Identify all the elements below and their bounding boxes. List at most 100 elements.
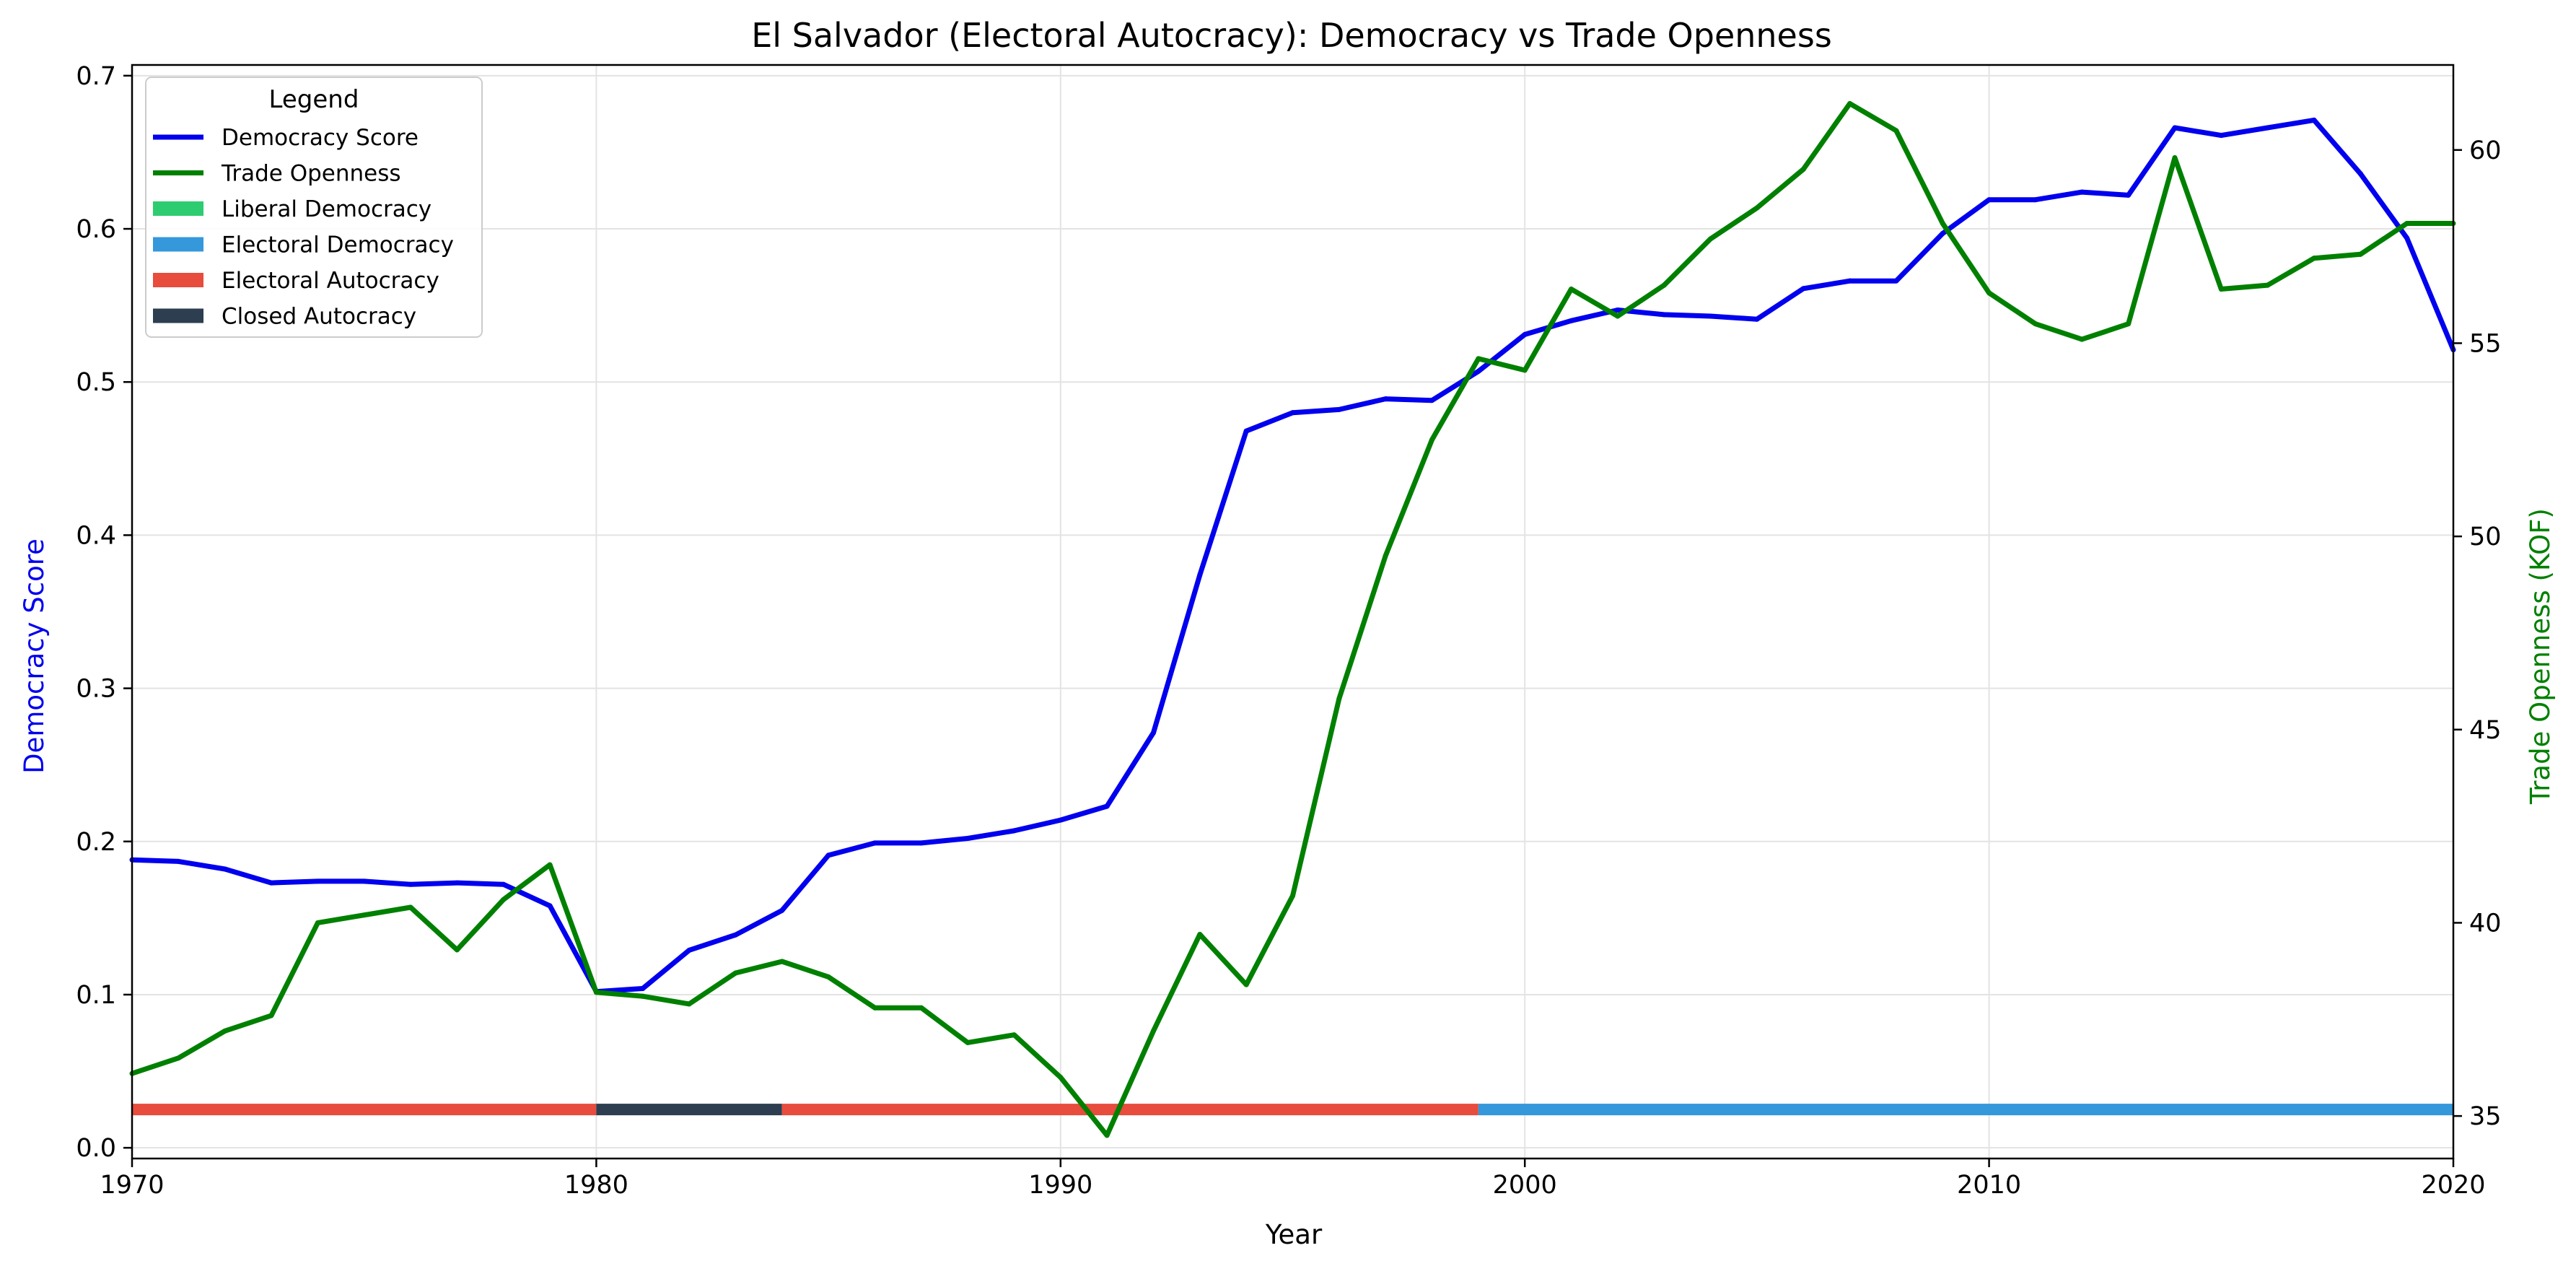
data-point [1986, 290, 1992, 296]
chart-title: El Salvador (Electoral Autocracy): Democ… [751, 16, 1832, 55]
data-point [2404, 235, 2410, 241]
legend-title: Legend [269, 85, 359, 114]
data-point [1104, 803, 1110, 809]
y-left-tick-label: 0.5 [76, 368, 116, 397]
data-point [315, 920, 320, 925]
data-point [825, 852, 831, 858]
data-point [547, 903, 553, 909]
data-point [362, 912, 367, 918]
y-right-tick-label: 35 [2469, 1102, 2502, 1131]
data-point [315, 878, 320, 884]
y-axis-right-label: Trade Openness (KOF) [2525, 508, 2556, 805]
regime-band [781, 1104, 1478, 1116]
data-point [268, 1013, 274, 1018]
x-tick-label: 2010 [1957, 1171, 2021, 1200]
data-point [593, 990, 599, 995]
data-point [1754, 205, 1760, 211]
regime-band [596, 1104, 782, 1116]
y-left-tick-label: 0.1 [76, 981, 116, 1010]
legend-label: Electoral Democracy [222, 232, 454, 258]
data-point [640, 985, 646, 991]
y-left-tick-label: 0.7 [76, 62, 116, 91]
plot-frame [131, 64, 2455, 1160]
data-point [965, 1039, 971, 1045]
x-axis: 1970 1980 1990 2000 2010 2020 [100, 1159, 2486, 1200]
y-axis-left: 0.0 0.1 0.2 0.3 0.4 0.5 0.6 0.7 [76, 62, 132, 1163]
data-point [1336, 406, 1342, 412]
data-point [222, 1028, 228, 1034]
data-point [1243, 982, 1249, 987]
data-point [2172, 125, 2178, 131]
data-point [222, 866, 228, 872]
data-point [1754, 316, 1760, 322]
data-point [2265, 125, 2271, 131]
data-point [965, 836, 971, 842]
data-point [2218, 133, 2224, 139]
data-point [779, 959, 785, 964]
data-point [1290, 410, 1295, 416]
series-layer [129, 101, 2456, 1138]
data-point [1476, 368, 1481, 374]
data-point [268, 880, 274, 886]
data-point [362, 878, 367, 884]
data-point [1197, 572, 1203, 578]
data-point [2079, 189, 2085, 195]
data-point [2126, 321, 2132, 327]
y-left-tick-label: 0.3 [76, 675, 116, 704]
data-point [1104, 1133, 1110, 1138]
data-point [454, 947, 460, 953]
y-right-tick-label: 60 [2469, 136, 2502, 165]
data-point [640, 993, 646, 999]
data-point [2172, 154, 2178, 160]
data-point [2357, 251, 2363, 257]
data-point [1429, 437, 1435, 442]
data-point [1847, 278, 1853, 284]
y-right-tick-label: 40 [2469, 909, 2502, 938]
data-point [408, 904, 413, 910]
data-point [2311, 256, 2317, 261]
data-point [732, 970, 738, 976]
data-point [686, 1001, 692, 1007]
data-point [919, 840, 924, 846]
data-point [1290, 893, 1295, 899]
data-point [1615, 313, 1621, 319]
data-point [1058, 1075, 1064, 1081]
legend-label: Democracy Score [222, 125, 419, 151]
data-point [2033, 197, 2038, 203]
data-point [547, 862, 553, 868]
data-point [1150, 730, 1156, 736]
data-point [779, 907, 785, 913]
data-point [2265, 282, 2271, 288]
x-tick-label: 1980 [564, 1171, 628, 1200]
y-right-tick-label: 55 [2469, 329, 2502, 358]
data-point [1940, 220, 1945, 226]
data-point [919, 1005, 924, 1011]
data-point [2311, 117, 2317, 123]
data-point [1986, 197, 1992, 203]
regime-bands [132, 1104, 2453, 1116]
y-right-tick-label: 50 [2469, 523, 2502, 551]
data-point [1011, 1032, 1017, 1038]
data-point [1429, 398, 1435, 403]
data-point [1243, 428, 1249, 434]
data-point [1336, 696, 1342, 702]
legend-label: Liberal Democracy [222, 196, 431, 222]
data-point [1383, 396, 1388, 402]
y-left-tick-label: 0.6 [76, 215, 116, 244]
data-point [2079, 336, 2085, 342]
data-point [2033, 321, 2038, 327]
data-point [1522, 367, 1528, 373]
data-point [1940, 230, 1945, 236]
data-point [2404, 220, 2410, 226]
data-point [1522, 331, 1528, 337]
legend-swatch-patch [153, 201, 203, 216]
regime-band [1478, 1104, 2453, 1116]
x-tick-label: 1970 [100, 1171, 164, 1200]
data-point [825, 974, 831, 980]
data-point [1569, 318, 1574, 323]
data-point [1058, 817, 1064, 823]
legend-swatch-patch [153, 308, 203, 323]
data-point [175, 858, 181, 864]
data-point [732, 932, 738, 938]
